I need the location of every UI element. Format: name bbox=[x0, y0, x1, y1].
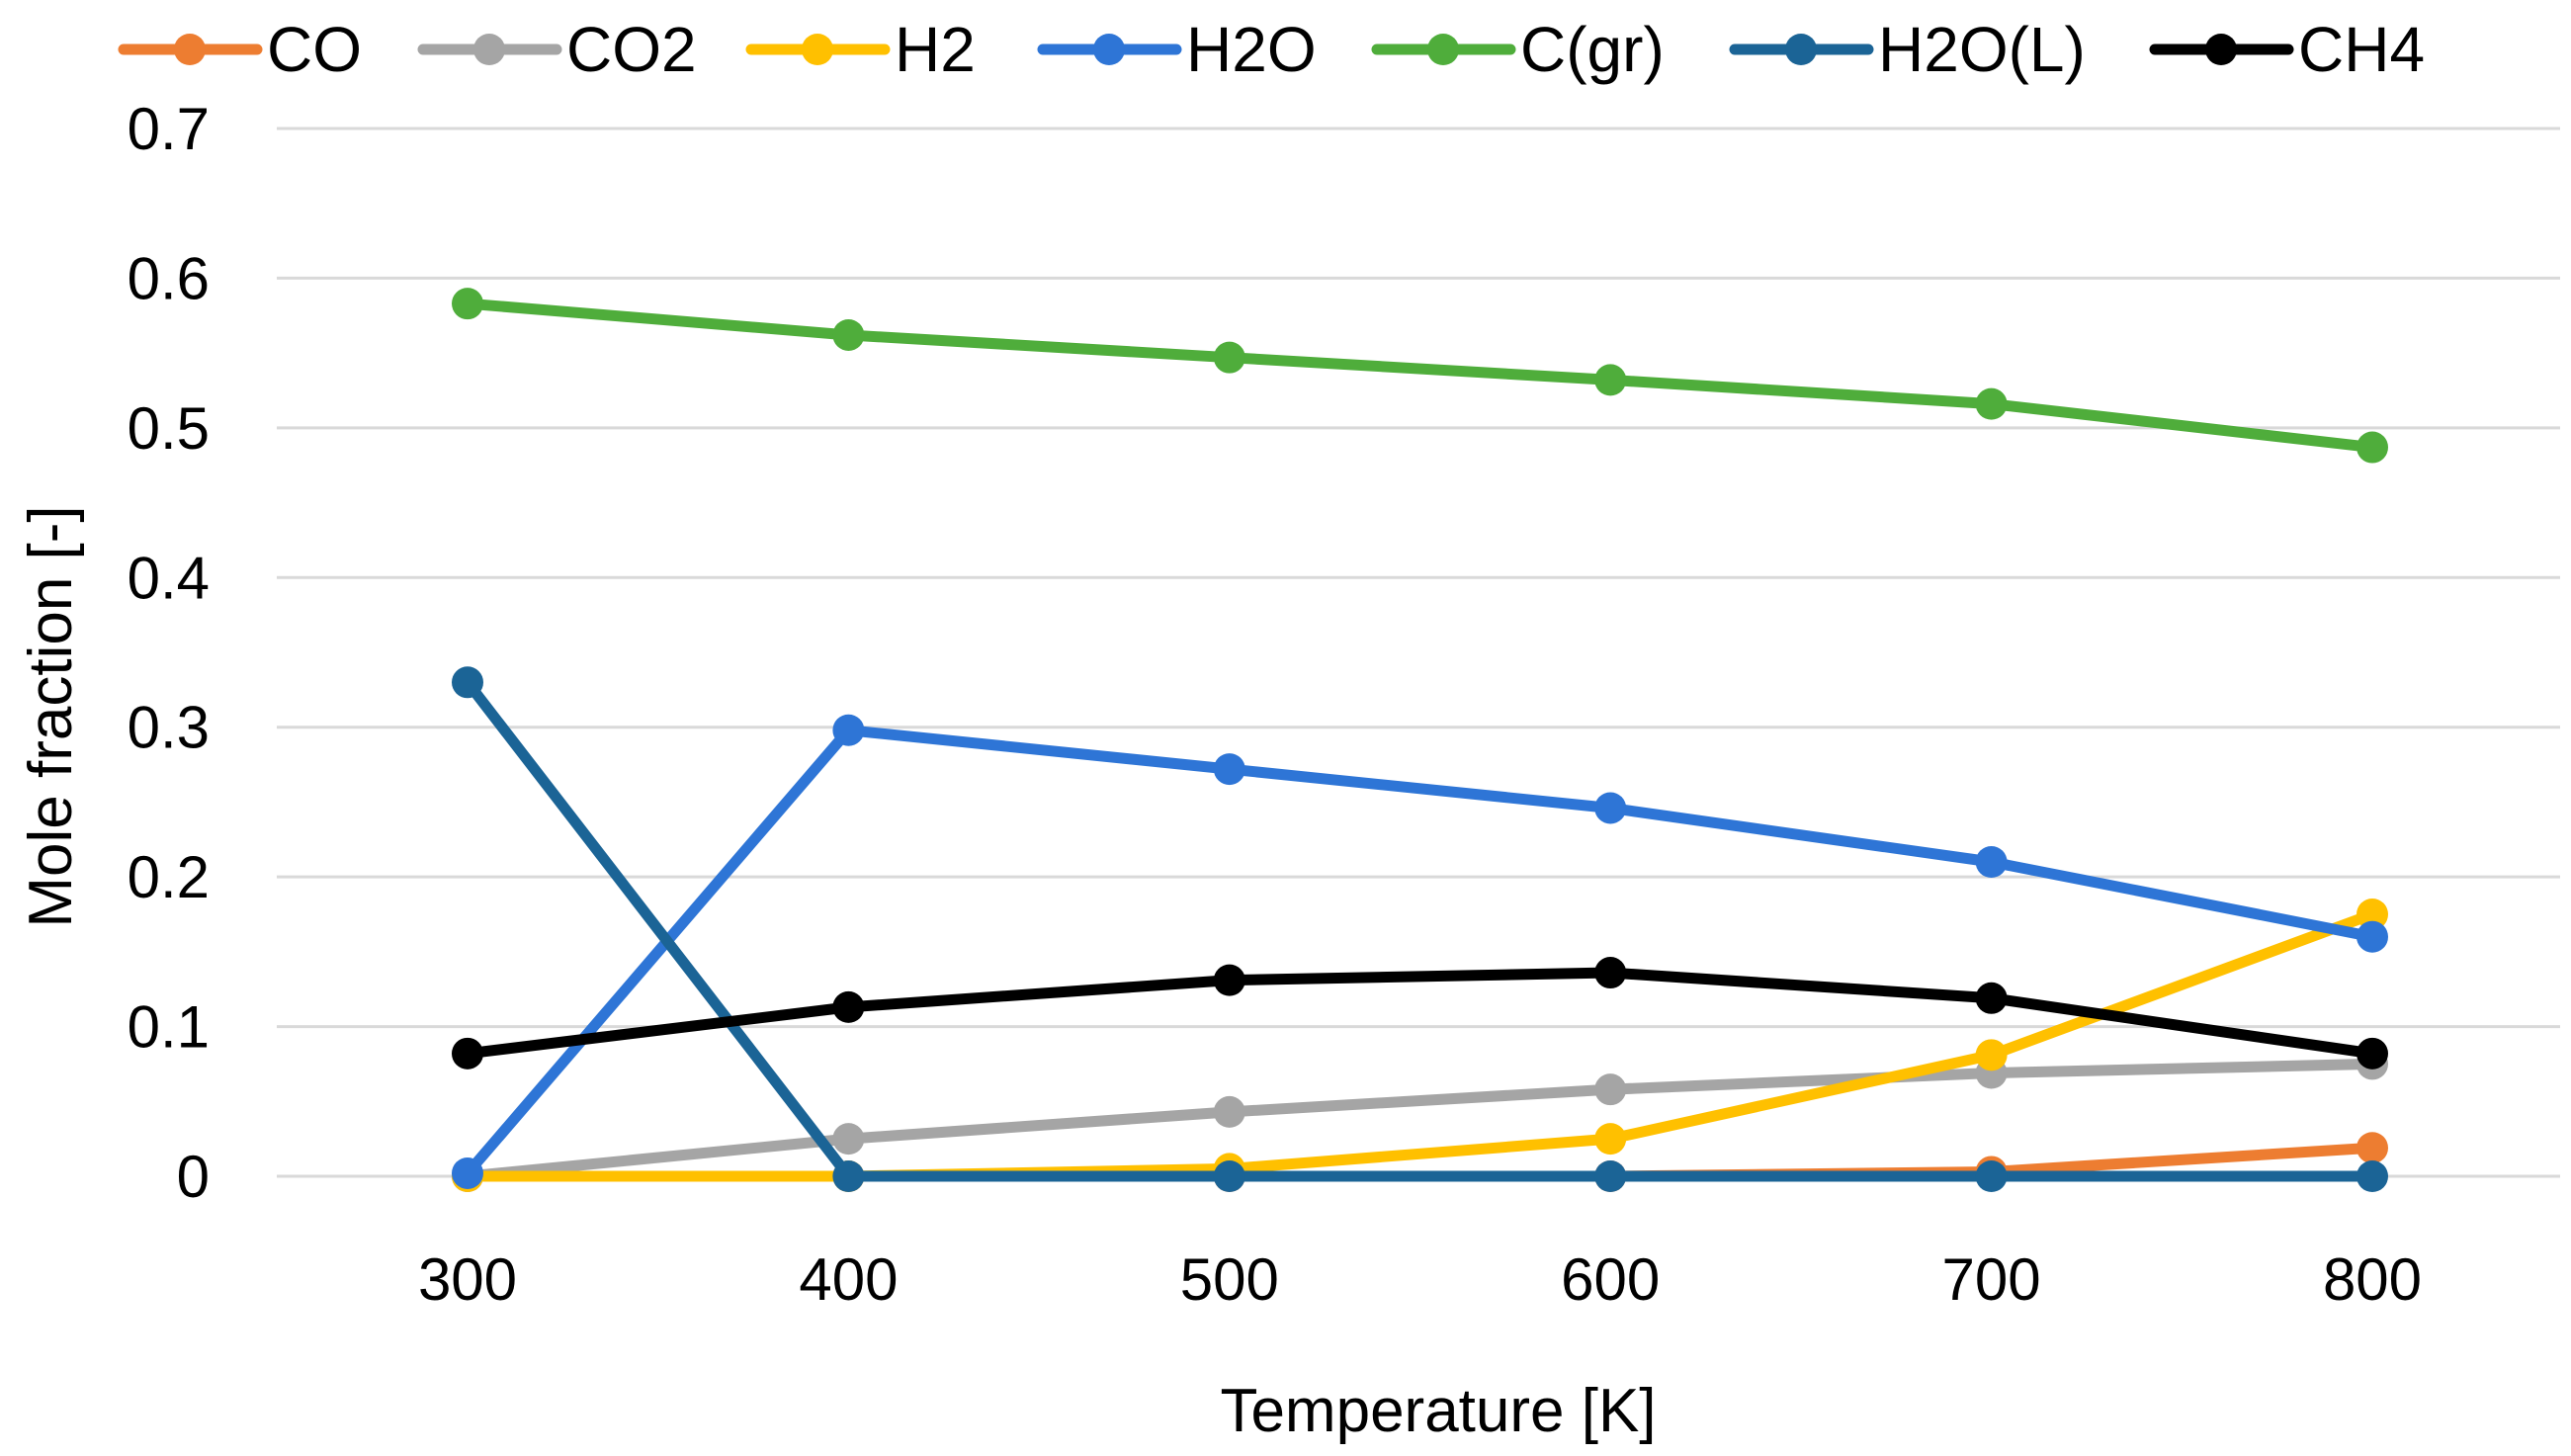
data-point-h2 bbox=[2357, 899, 2388, 930]
y-tick-label: 0.7 bbox=[128, 96, 210, 162]
x-axis-title: Temperature [K] bbox=[1220, 1377, 1656, 1445]
legend-marker bbox=[174, 34, 206, 65]
x-tick-label: 600 bbox=[1561, 1246, 1660, 1313]
legend-marker bbox=[1093, 34, 1125, 65]
data-point-h2o-l bbox=[2357, 1160, 2388, 1192]
legend-item-c-gr: C(gr) bbox=[1371, 14, 1665, 85]
series-line-ch4 bbox=[462, 967, 2378, 1060]
plot-series bbox=[452, 288, 2388, 1192]
legend-item-h2o: H2O bbox=[1037, 14, 1317, 85]
data-point-ch4 bbox=[832, 990, 865, 1023]
data-point-h2o-l bbox=[452, 666, 483, 699]
data-point-ch4 bbox=[2357, 1037, 2388, 1070]
legend-marker bbox=[1427, 34, 1459, 65]
data-point-h2o bbox=[1975, 846, 2008, 878]
y-tick-label: 0.1 bbox=[128, 994, 210, 1061]
y-tick-label: 0.6 bbox=[128, 245, 210, 311]
data-point-c-gr bbox=[1213, 341, 1245, 374]
data-point-c-gr bbox=[452, 288, 483, 320]
legend-item-h2: H2 bbox=[745, 14, 976, 85]
legend-label: CH4 bbox=[2298, 14, 2425, 85]
legend-label: H2O bbox=[1186, 14, 1317, 85]
data-point-h2o bbox=[832, 714, 865, 746]
legend-item-h2o-l: H2O(L) bbox=[1729, 14, 2086, 85]
legend-marker bbox=[1785, 34, 1817, 65]
data-point-h2o-l bbox=[1213, 1160, 1245, 1192]
y-tick-label: 0.2 bbox=[128, 844, 210, 910]
legend-label: H2 bbox=[895, 14, 976, 85]
data-point-c-gr bbox=[1594, 364, 1627, 396]
gridlines bbox=[277, 127, 2560, 1178]
legend-item-co: CO bbox=[118, 14, 362, 85]
data-point-ch4 bbox=[1594, 957, 1627, 989]
data-point-ch4 bbox=[1213, 964, 1245, 996]
legend-item-ch4: CH4 bbox=[2149, 14, 2425, 85]
data-point-h2 bbox=[1975, 1039, 2008, 1071]
legend-item-co2: CO2 bbox=[417, 14, 697, 85]
legend-marker bbox=[802, 34, 833, 65]
data-point-h2o bbox=[452, 1156, 483, 1189]
series-c-gr bbox=[452, 288, 2388, 464]
data-point-h2 bbox=[1594, 1123, 1627, 1156]
series-line-h2o bbox=[462, 725, 2378, 1179]
data-point-c-gr bbox=[2357, 431, 2388, 464]
series-line-co2 bbox=[462, 1058, 2378, 1182]
legend: CO CO2 H2 H2O C(gr) H2O(L) CH4 bbox=[118, 14, 2425, 85]
x-axis-ticks: 300 400 500 600 700 800 bbox=[418, 1246, 2422, 1313]
y-tick-label: 0.3 bbox=[128, 695, 210, 761]
x-tick-label: 500 bbox=[1180, 1246, 1279, 1313]
x-tick-label: 400 bbox=[799, 1246, 898, 1313]
series-h2o bbox=[452, 714, 2388, 1189]
data-point-c-gr bbox=[832, 318, 865, 351]
legend-label: C(gr) bbox=[1520, 14, 1665, 85]
data-point-h2o bbox=[1594, 792, 1627, 824]
data-point-h2o-l bbox=[832, 1160, 865, 1192]
data-point-co2 bbox=[1594, 1073, 1627, 1106]
x-tick-label: 300 bbox=[418, 1246, 517, 1313]
data-point-co2 bbox=[832, 1123, 865, 1156]
data-point-ch4 bbox=[1975, 982, 2008, 1014]
data-point-h2o bbox=[1213, 753, 1245, 786]
legend-label: CO2 bbox=[566, 14, 697, 85]
data-point-h2o bbox=[2357, 920, 2388, 953]
y-tick-label: 0.5 bbox=[128, 395, 210, 462]
legend-label: CO bbox=[267, 14, 362, 85]
series-line-h2 bbox=[462, 908, 2378, 1182]
data-point-c-gr bbox=[1975, 387, 2008, 420]
data-point-h2o-l bbox=[1975, 1160, 2008, 1192]
legend-marker bbox=[2205, 34, 2237, 65]
data-point-ch4 bbox=[452, 1037, 483, 1070]
series-co bbox=[452, 1132, 2388, 1192]
y-tick-label: 0.4 bbox=[128, 545, 210, 611]
y-axis-title: Mole fraction [-] bbox=[17, 505, 85, 927]
x-tick-label: 800 bbox=[2323, 1246, 2422, 1313]
data-point-co2 bbox=[1213, 1095, 1245, 1128]
x-tick-label: 700 bbox=[1942, 1246, 2041, 1313]
series-line-h2o-l bbox=[462, 676, 2378, 1182]
data-point-co bbox=[2357, 1132, 2388, 1164]
series-ch4 bbox=[452, 957, 2388, 1070]
legend-marker bbox=[473, 34, 505, 65]
series-h2o-l bbox=[452, 666, 2388, 1192]
y-tick-label: 0 bbox=[177, 1144, 210, 1210]
legend-label: H2O(L) bbox=[1878, 14, 2086, 85]
y-axis-ticks: 0 0.1 0.2 0.3 0.4 0.5 0.6 0.7 bbox=[128, 96, 210, 1210]
series-line-c-gr bbox=[462, 298, 2378, 454]
data-point-h2o-l bbox=[1594, 1160, 1627, 1192]
